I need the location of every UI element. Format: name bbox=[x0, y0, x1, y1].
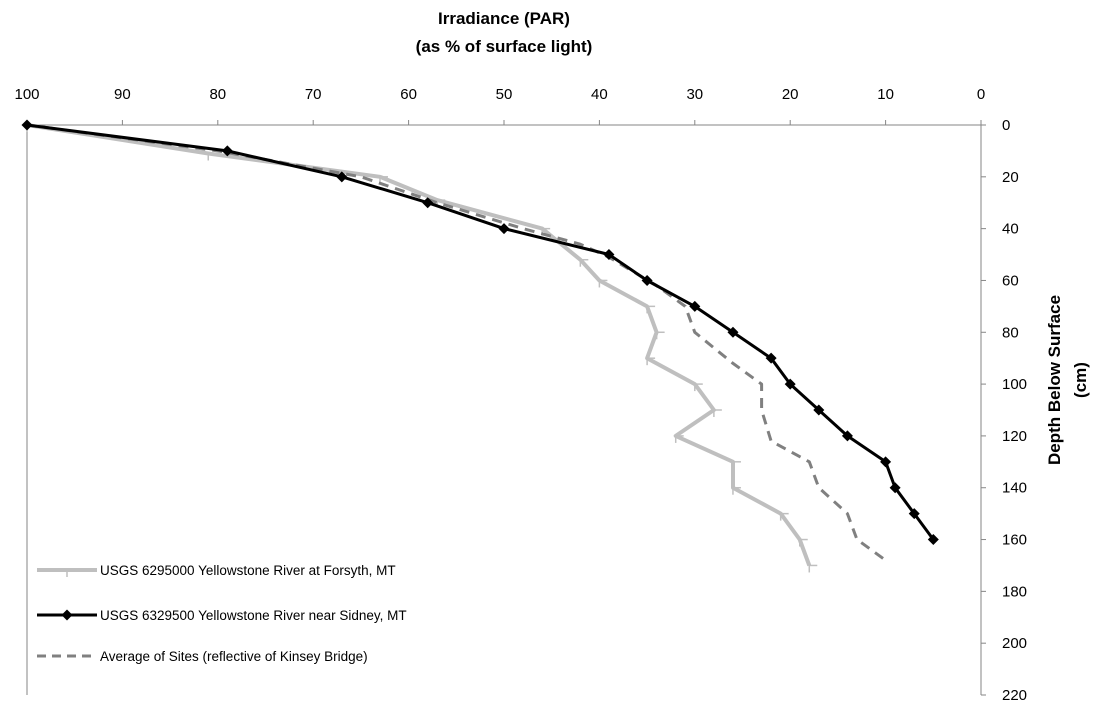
legend-label-forsyth: USGS 6295000 Yellowstone River at Forsyt… bbox=[100, 563, 396, 578]
x-tick-label: 60 bbox=[400, 86, 417, 103]
data-point-marker bbox=[813, 404, 825, 416]
data-point-marker bbox=[727, 326, 739, 338]
series-1 bbox=[21, 119, 939, 546]
data-point-marker bbox=[880, 456, 892, 468]
y-tick-label: 100 bbox=[1002, 376, 1027, 393]
data-point-marker bbox=[689, 300, 701, 312]
series-line bbox=[26, 123, 812, 567]
data-point-marker bbox=[927, 534, 939, 546]
legend: USGS 6295000 Yellowstone River at Forsyt… bbox=[37, 563, 407, 664]
x-tick-label: 10 bbox=[877, 86, 894, 103]
x-tick-label: 70 bbox=[305, 86, 322, 103]
legend-label-average: Average of Sites (reflective of Kinsey B… bbox=[100, 649, 368, 664]
legend-item-average: Average of Sites (reflective of Kinsey B… bbox=[37, 649, 368, 664]
y-tick-label: 180 bbox=[1002, 583, 1027, 600]
y-axis-title: Depth Below Surface (cm) bbox=[1045, 295, 1090, 465]
series-line bbox=[26, 123, 887, 562]
data-point-marker bbox=[784, 378, 796, 390]
x-tick-label: 90 bbox=[114, 86, 131, 103]
axes: 100 90 80 70 60 50 40 30 20 10 0 02040608010012014… bbox=[14, 86, 1027, 704]
y-tick-label: 200 bbox=[1002, 635, 1027, 652]
legend-item-forsyth: USGS 6295000 Yellowstone River at Forsyt… bbox=[37, 563, 396, 578]
y-tick-label: 0 bbox=[1002, 117, 1010, 134]
y-tick-label: 220 bbox=[1002, 687, 1027, 704]
y-axis-title-line-1: Depth Below Surface bbox=[1045, 295, 1064, 465]
series-line bbox=[26, 123, 935, 541]
legend-label-sidney: USGS 6329500 Yellowstone River near Sidn… bbox=[100, 608, 407, 623]
series-2 bbox=[26, 123, 887, 562]
x-tick-label: 30 bbox=[686, 86, 703, 103]
x-tick-label: 100 bbox=[14, 86, 39, 103]
y-axis-ticks: 0 20 40 60 80 100 120 140 160 180 200 220 bbox=[981, 117, 1027, 704]
data-point-marker bbox=[908, 508, 920, 520]
y-axis-title-line-2: (cm) bbox=[1071, 362, 1090, 398]
data-point-marker bbox=[841, 430, 853, 442]
y-tick-label: 20 bbox=[1002, 169, 1019, 186]
legend-marker-sidney bbox=[61, 609, 73, 621]
data-point-marker bbox=[422, 197, 434, 209]
series-0 bbox=[26, 123, 818, 573]
x-tick-label: 80 bbox=[209, 86, 226, 103]
data-point-marker bbox=[336, 171, 348, 183]
x-axis-ticks: 100 90 80 70 60 50 40 30 20 10 0 bbox=[14, 86, 985, 125]
y-tick-label: 60 bbox=[1002, 272, 1019, 289]
x-tick-label: 40 bbox=[591, 86, 608, 103]
x-tick-label: 20 bbox=[782, 86, 799, 103]
data-point-marker bbox=[889, 482, 901, 494]
x-axis-title-line-1: Irradiance (PAR) bbox=[438, 9, 570, 28]
y-tick-label: 80 bbox=[1002, 324, 1019, 341]
y-tick-label: 120 bbox=[1002, 428, 1027, 445]
data-point-marker bbox=[498, 223, 510, 235]
data-point-marker bbox=[603, 249, 615, 261]
data-point-marker bbox=[765, 352, 777, 364]
legend-item-sidney: USGS 6329500 Yellowstone River near Sidn… bbox=[37, 608, 407, 623]
y-tick-label: 40 bbox=[1002, 221, 1019, 238]
series-layer bbox=[21, 119, 939, 573]
y-tick-label: 140 bbox=[1002, 480, 1027, 497]
x-tick-label: 0 bbox=[977, 86, 985, 103]
data-point-marker bbox=[641, 274, 653, 286]
data-point-marker bbox=[21, 119, 33, 131]
data-point-marker bbox=[221, 145, 233, 157]
x-tick-label: 50 bbox=[496, 86, 513, 103]
y-tick-label: 160 bbox=[1002, 532, 1027, 549]
x-axis-title-line-2: (as % of surface light) bbox=[416, 37, 593, 56]
